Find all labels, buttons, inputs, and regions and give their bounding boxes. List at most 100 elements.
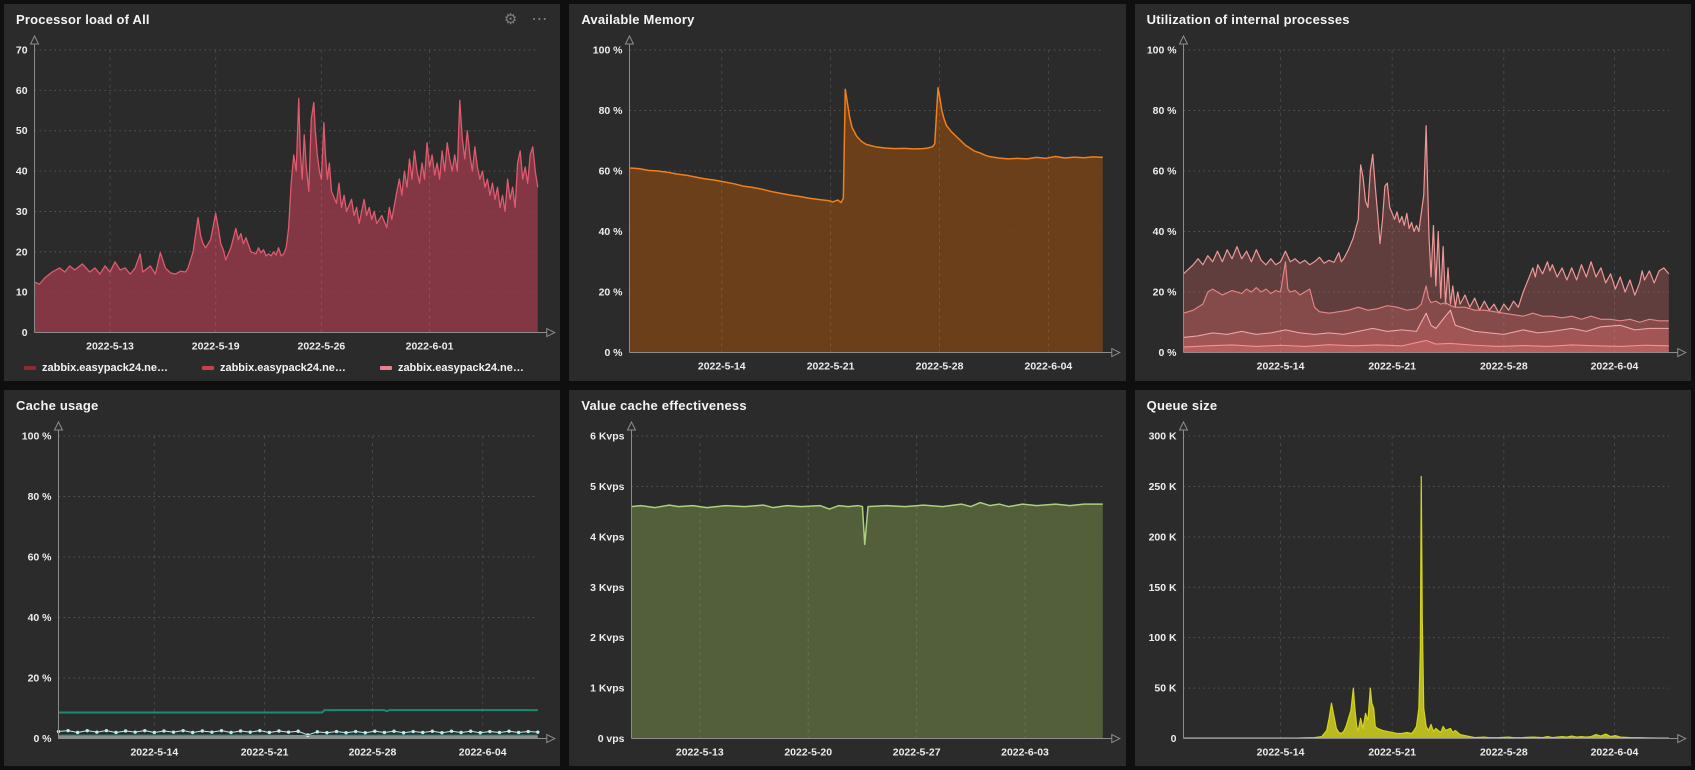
svg-text:2022-5-27: 2022-5-27 xyxy=(893,747,941,758)
chart-legend: zabbix.easypack24.ne… zabbix.easypack24.… xyxy=(4,361,560,381)
svg-text:50: 50 xyxy=(16,126,28,137)
legend-label: zabbix.easypack24.ne… xyxy=(397,361,524,374)
value-cache-chart-area: 0 vps 1 Kvps 2 Kvps 3 Kvps 4 Kvps 5 Kvps 6 Kvp… xyxy=(569,420,1125,767)
svg-text:100 K: 100 K xyxy=(1148,633,1176,644)
svg-text:2022-5-28: 2022-5-28 xyxy=(1480,747,1528,758)
svg-text:2022-5-21: 2022-5-21 xyxy=(1368,747,1416,758)
svg-text:0: 0 xyxy=(22,328,28,339)
panel-header: Utilization of internal processes xyxy=(1135,4,1691,34)
legend-label: zabbix.easypack24.ne… xyxy=(42,361,168,374)
svg-text:2022-5-20: 2022-5-20 xyxy=(785,747,833,758)
svg-text:100 %: 100 % xyxy=(593,45,623,56)
svg-text:0: 0 xyxy=(1170,734,1176,745)
svg-text:2022-6-04: 2022-6-04 xyxy=(1590,362,1638,373)
svg-text:2 Kvps: 2 Kvps xyxy=(590,633,625,644)
panel-header: Value cache effectiveness xyxy=(569,390,1125,420)
svg-text:2022-5-14: 2022-5-14 xyxy=(1256,362,1304,373)
svg-text:20: 20 xyxy=(16,247,28,258)
svg-text:1 Kvps: 1 Kvps xyxy=(590,683,625,694)
svg-text:5 Kvps: 5 Kvps xyxy=(590,481,625,492)
panel-cache-usage: Cache usage 0 % 20 % 40 % 60 % 80 % 100 % 2022… xyxy=(4,389,561,767)
svg-text:100 %: 100 % xyxy=(22,431,52,442)
svg-text:2022-5-21: 2022-5-21 xyxy=(241,747,289,758)
svg-text:3 Kvps: 3 Kvps xyxy=(590,582,625,593)
svg-text:2022-6-04: 2022-6-04 xyxy=(1590,747,1638,758)
legend-item[interactable]: zabbix.easypack24.ne… xyxy=(379,361,524,374)
panel-title: Processor load of All xyxy=(16,12,150,27)
svg-text:20 %: 20 % xyxy=(599,288,624,299)
legend-label: zabbix.easypack24.ne… xyxy=(219,361,346,374)
svg-text:300 K: 300 K xyxy=(1148,431,1176,442)
svg-text:2022-6-03: 2022-6-03 xyxy=(1001,747,1049,758)
value-cache-chart[interactable]: 0 vps 1 Kvps 2 Kvps 3 Kvps 4 Kvps 5 Kvps 6 Kvp… xyxy=(569,420,1125,767)
svg-text:10: 10 xyxy=(16,288,28,299)
svg-text:40 %: 40 % xyxy=(28,613,53,624)
legend-swatch xyxy=(24,365,36,370)
queue-size-chart-area: 0 50 K 100 K 150 K 200 K 250 K 300 K 2022-5-14 2… xyxy=(1135,420,1691,767)
legend-swatch xyxy=(379,365,392,370)
panel-processor-load: Processor load of All ⚙ ⋯ 0 10 20 30 40 50 60 7… xyxy=(4,4,561,381)
svg-text:0 %: 0 % xyxy=(1158,348,1177,359)
internal-processes-chart[interactable]: 0 % 20 % 40 % 60 % 80 % 100 % 2022-5-14 2022-5-… xyxy=(1135,34,1691,381)
internal-processes-chart-area: 0 % 20 % 40 % 60 % 80 % 100 % 2022-5-14 2022-5-… xyxy=(1135,34,1691,381)
svg-text:2022-6-01: 2022-6-01 xyxy=(406,342,454,353)
svg-text:2022-5-26: 2022-5-26 xyxy=(298,342,346,353)
menu-ellipsis-icon[interactable]: ⋯ xyxy=(531,11,549,28)
legend-item[interactable]: zabbix.easypack24.ne… xyxy=(201,361,346,374)
cache-usage-chart[interactable]: 0 % 20 % 40 % 60 % 80 % 100 % 2022-5-14 2022-5-… xyxy=(4,420,560,767)
svg-text:2022-5-28: 2022-5-28 xyxy=(349,747,397,758)
svg-text:2022-5-21: 2022-5-21 xyxy=(807,362,855,373)
svg-text:40 %: 40 % xyxy=(599,227,624,238)
panel-actions: ⚙ ⋯ xyxy=(503,11,549,28)
panel-title: Value cache effectiveness xyxy=(581,397,747,413)
svg-text:30: 30 xyxy=(16,207,28,218)
panel-internal-processes: Utilization of internal processes 0 % 20 … xyxy=(1134,4,1691,381)
svg-text:50 K: 50 K xyxy=(1154,683,1177,694)
svg-text:2022-5-28: 2022-5-28 xyxy=(1480,362,1528,373)
svg-text:250 K: 250 K xyxy=(1148,481,1176,492)
svg-text:6 Kvps: 6 Kvps xyxy=(590,431,625,442)
svg-text:2022-5-28: 2022-5-28 xyxy=(916,362,964,373)
processor-load-chart[interactable]: 0 10 20 30 40 50 60 70 2022-5-13 2022-5-19 2022-5-… xyxy=(4,34,560,361)
svg-text:2022-5-13: 2022-5-13 xyxy=(86,342,134,353)
svg-text:60 %: 60 % xyxy=(1152,166,1177,177)
svg-text:80 %: 80 % xyxy=(599,106,624,117)
svg-text:60 %: 60 % xyxy=(28,552,53,563)
svg-text:0 %: 0 % xyxy=(605,348,624,359)
panel-value-cache: Value cache effectiveness 0 vps 1 Kvps 2 K… xyxy=(569,389,1126,767)
processor-load-chart-area: 0 10 20 30 40 50 60 70 2022-5-13 2022-5-19 2022-5-… xyxy=(4,34,560,361)
panel-header: Queue size xyxy=(1135,390,1691,420)
svg-text:60 %: 60 % xyxy=(599,166,624,177)
queue-size-chart[interactable]: 0 50 K 100 K 150 K 200 K 250 K 300 K 2022-5-14 2… xyxy=(1135,420,1691,767)
panel-header: Available Memory xyxy=(569,4,1125,34)
legend-swatch xyxy=(201,365,214,370)
svg-text:2022-5-21: 2022-5-21 xyxy=(1368,362,1416,373)
available-memory-chart[interactable]: 0 % 20 % 40 % 60 % 80 % 100 % 2022-5-14 2022-5-… xyxy=(569,34,1125,381)
svg-text:20 %: 20 % xyxy=(1152,288,1177,299)
svg-text:0 vps: 0 vps xyxy=(598,734,625,745)
svg-text:80 %: 80 % xyxy=(28,491,53,502)
panel-title: Queue size xyxy=(1146,397,1218,413)
svg-text:2022-5-14: 2022-5-14 xyxy=(698,362,746,373)
cache-usage-chart-area: 0 % 20 % 40 % 60 % 80 % 100 % 2022-5-14 2022-5-… xyxy=(4,420,560,767)
panel-title: Available Memory xyxy=(581,12,695,27)
svg-text:2022-6-04: 2022-6-04 xyxy=(459,747,507,758)
svg-text:200 K: 200 K xyxy=(1148,532,1176,543)
svg-text:40: 40 xyxy=(16,167,28,178)
svg-text:0 %: 0 % xyxy=(33,734,52,745)
legend-item[interactable]: zabbix.easypack24.ne… xyxy=(24,362,168,374)
panel-available-memory: Available Memory 0 % 20 % 40 % 60 % 80 % 100 … xyxy=(569,4,1126,381)
svg-text:4 Kvps: 4 Kvps xyxy=(590,532,625,543)
available-memory-chart-area: 0 % 20 % 40 % 60 % 80 % 100 % 2022-5-14 2022-5-… xyxy=(569,34,1125,381)
svg-text:2022-5-13: 2022-5-13 xyxy=(676,747,724,758)
svg-text:70: 70 xyxy=(16,45,28,56)
svg-text:2022-5-19: 2022-5-19 xyxy=(192,342,240,353)
svg-text:2022-6-04: 2022-6-04 xyxy=(1025,362,1073,373)
svg-text:20 %: 20 % xyxy=(28,673,53,684)
gear-icon[interactable]: ⚙ xyxy=(503,11,518,28)
panel-header: Cache usage xyxy=(4,390,560,420)
svg-text:150 K: 150 K xyxy=(1148,582,1176,593)
svg-text:2022-5-14: 2022-5-14 xyxy=(130,747,178,758)
panel-queue-size: Queue size 0 50 K 100 K 150 K 200 K 250 K 300 … xyxy=(1134,389,1691,767)
